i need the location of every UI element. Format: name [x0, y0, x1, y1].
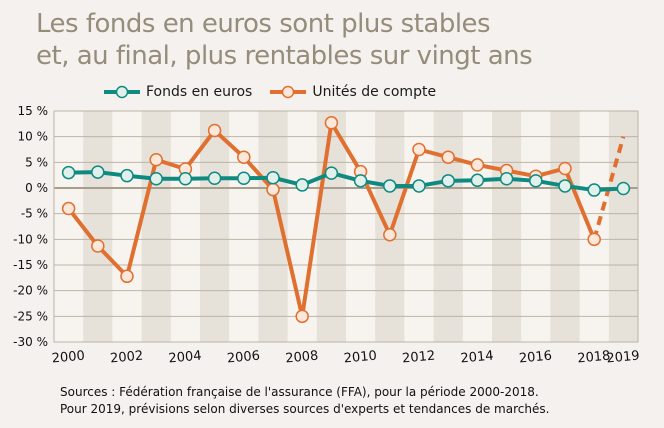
legend-label-fonds: Fonds en euros: [146, 84, 253, 100]
point-fonds: [529, 174, 543, 188]
point-fonds: [470, 173, 485, 188]
point-fonds: [178, 172, 193, 186]
x-tick-label: 2000: [51, 349, 85, 367]
point-fonds: [587, 183, 601, 197]
y-tick-label: 10 %: [18, 130, 49, 144]
point-fonds: [324, 166, 339, 180]
point-uc: [149, 153, 163, 167]
x-tick-label: 2002: [110, 349, 144, 367]
column-stripe: [141, 111, 171, 342]
point-fonds: [499, 172, 514, 186]
column-stripe: [200, 111, 230, 342]
chart-title: Les fonds en euros sont plus stables et,…: [36, 8, 533, 72]
legend-fonds-marker-icon: [104, 85, 140, 99]
column-stripe: [375, 111, 405, 342]
point-fonds: [266, 170, 280, 185]
x-tick-label: 2010: [343, 349, 377, 367]
y-tick-label: 15 %: [18, 104, 49, 118]
point-uc: [266, 182, 280, 197]
point-fonds: [383, 179, 397, 193]
point-uc: [237, 150, 251, 164]
point-fonds: [61, 165, 76, 180]
point-uc: [324, 116, 339, 130]
x-tick-label: 2014: [460, 349, 494, 367]
column-stripe: [492, 111, 522, 342]
point-fonds: [237, 171, 251, 185]
x-tick-label: 2006: [226, 349, 260, 367]
point-fonds: [149, 172, 163, 186]
point-fonds: [295, 178, 309, 192]
point-fonds: [441, 174, 455, 188]
column-stripe: [608, 111, 638, 342]
point-uc: [558, 161, 572, 176]
x-tick-label: 2008: [285, 349, 319, 367]
point-uc: [91, 239, 105, 253]
sources-line-1: Sources : Fédération française de l'assu…: [60, 385, 539, 399]
sources-note: Sources : Fédération française de l'assu…: [60, 384, 549, 418]
column-stripe: [316, 111, 346, 342]
y-tick-label: -15 %: [13, 258, 48, 272]
column-stripe: [433, 111, 463, 342]
x-tick-label: 2004: [168, 349, 202, 367]
point-uc: [470, 158, 485, 172]
point-uc: [295, 309, 309, 324]
point-uc: [207, 123, 222, 138]
point-fonds: [558, 179, 572, 193]
point-fonds: [412, 179, 426, 193]
y-tick-label: -30 %: [13, 335, 48, 349]
title-line-1: Les fonds en euros sont plus stables: [36, 9, 491, 39]
sources-line-2: Pour 2019, prévisions selon diverses sou…: [60, 402, 550, 416]
y-tick-label: -20 %: [13, 284, 48, 298]
y-tick-label: -5 %: [21, 207, 48, 221]
column-stripe: [83, 111, 113, 342]
legend: Fonds en euros Unités de compte: [104, 84, 436, 100]
y-tick-label: 5 %: [25, 155, 48, 169]
x-tick-label: 2016: [518, 349, 552, 367]
point-uc: [120, 269, 134, 284]
x-tick-label: 2012: [402, 349, 436, 367]
plot-border: [53, 110, 639, 343]
x-tick-label: 2019: [606, 349, 640, 367]
legend-label-uc: Unités de compte: [312, 84, 437, 100]
column-stripe: [550, 111, 580, 342]
y-tick-label: 0 %: [25, 181, 48, 195]
point-uc: [587, 232, 601, 247]
point-uc: [412, 142, 426, 157]
point-fonds: [353, 174, 368, 188]
point-uc: [383, 227, 397, 242]
y-tick-label: -10 %: [13, 232, 48, 246]
point-uc: [441, 150, 455, 164]
legend-item-uc: Unités de compte: [270, 84, 436, 100]
legend-item-fonds: Fonds en euros: [104, 84, 252, 100]
legend-uc-marker-icon: [270, 85, 307, 99]
point-uc: [61, 201, 76, 216]
point-fonds: [120, 168, 134, 183]
point-fonds: [91, 165, 105, 179]
point-fonds: [616, 181, 631, 196]
x-tick-label: 2018: [577, 349, 611, 367]
point-fonds: [207, 171, 222, 185]
y-tick-label: -25 %: [13, 309, 48, 323]
title-line-2: et, au final, plus rentables sur vingt a…: [36, 41, 533, 71]
